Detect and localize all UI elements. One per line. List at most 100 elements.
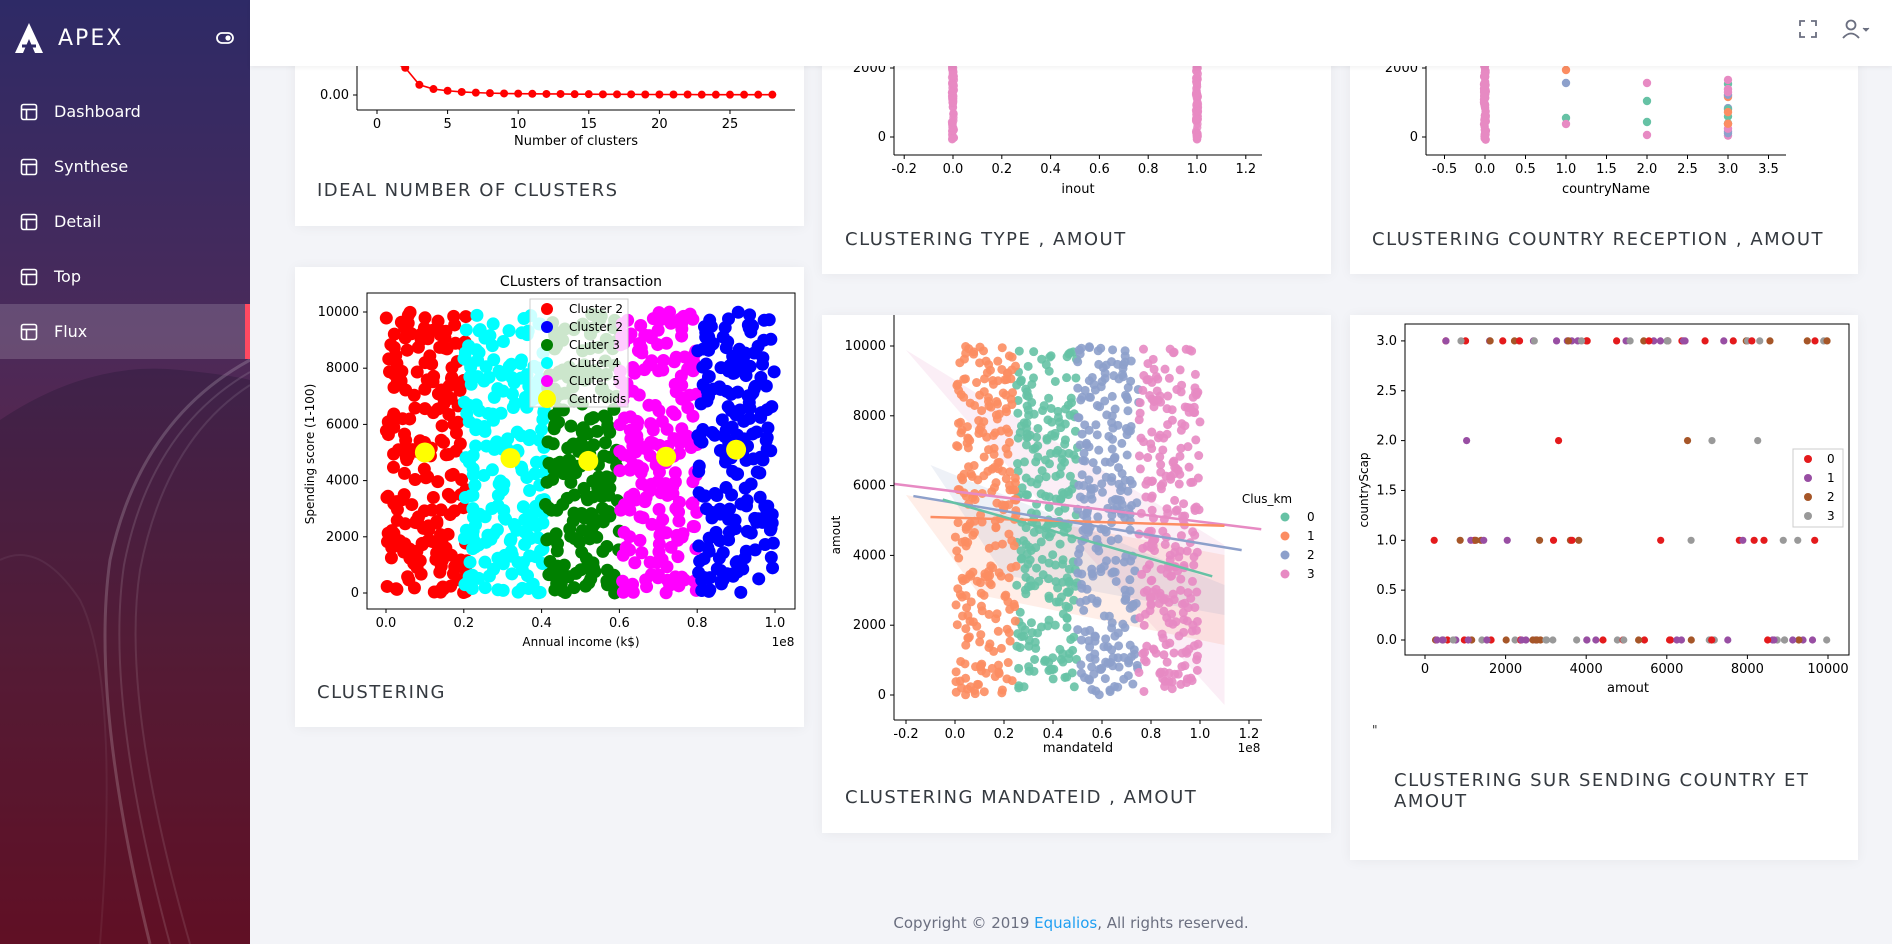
card-title: CLUSTERING (317, 682, 446, 703)
brand[interactable]: APEX (14, 20, 123, 56)
data-point (1045, 664, 1055, 674)
data-point (478, 581, 492, 595)
data-point (1060, 457, 1070, 467)
axes: 0.0 0.2 0.4 0.6 0.8 1.0 10000 8000 6000 4000 2000 0 (318, 292, 796, 631)
data-point (951, 677, 961, 687)
data-point (1442, 337, 1450, 345)
data-point (1189, 560, 1199, 570)
data-point (1160, 364, 1170, 374)
data-point (965, 616, 975, 626)
data-point (959, 392, 969, 402)
data-point (587, 438, 601, 452)
data-point (1135, 408, 1145, 418)
data-point (435, 419, 449, 433)
data-point (702, 584, 716, 598)
data-point (1779, 536, 1787, 544)
data-point (1162, 404, 1172, 414)
x-tick-label: 20 (651, 117, 668, 132)
data-point (446, 467, 460, 481)
data-point (1045, 352, 1055, 362)
y-tick-label: 6000 (853, 479, 886, 494)
sidebar-toggle-icon[interactable] (216, 31, 234, 45)
x-tick-label: 3.0 (1718, 162, 1739, 177)
data-point (1179, 499, 1189, 509)
sidebar-item-dashboard[interactable]: Dashboard (0, 84, 250, 139)
expand-icon[interactable] (1797, 18, 1819, 40)
data-point (599, 474, 613, 488)
data-point (724, 387, 738, 401)
sidebar-item-synthese[interactable]: Synthese (0, 139, 250, 194)
sidebar-item-top[interactable]: Top (0, 249, 250, 304)
data-point (1101, 634, 1111, 644)
data-point (627, 487, 641, 501)
y-tick-label: 8000 (853, 409, 886, 424)
card-title: CLUSTERING COUNTRY RECEPTION , AMOUT (1372, 229, 1825, 250)
x-tick-label: 0.0 (376, 616, 397, 631)
x-tick-label: 0.6 (609, 616, 630, 631)
data-point (1077, 470, 1087, 480)
data-point (1599, 636, 1607, 644)
user-icon[interactable] (1842, 18, 1872, 40)
data-point (984, 445, 994, 455)
legend-label: 0 (1307, 510, 1315, 524)
data-point (1708, 437, 1716, 445)
data-point (390, 513, 404, 527)
data-point (1188, 527, 1198, 537)
data-point (765, 508, 779, 522)
data-point (469, 398, 483, 412)
data-point (1683, 437, 1692, 445)
data-point (567, 488, 581, 502)
data-point (550, 503, 564, 517)
data-point (1096, 382, 1106, 392)
data-point (969, 347, 979, 357)
x-tick-label: 1.2 (1239, 727, 1260, 742)
data-point (479, 439, 493, 453)
data-point (416, 521, 430, 535)
clusters-transaction-chart: CLusters of transaction 0.0 0.2 0.4 0.6 0.8 1.… (295, 267, 804, 657)
data-point (756, 351, 770, 365)
data-point (948, 83, 957, 93)
data-point (1069, 450, 1079, 460)
sidebar-item-detail[interactable]: Detail (0, 194, 250, 249)
data-point (1575, 536, 1583, 544)
x-axis-label: amout (1607, 681, 1649, 696)
data-point (1051, 560, 1061, 570)
data-point (710, 488, 724, 502)
data-point (414, 567, 428, 581)
data-point (638, 328, 652, 342)
data-point (418, 311, 432, 325)
data-point (1059, 489, 1069, 499)
data-point (1065, 471, 1075, 481)
data-point (1079, 605, 1089, 615)
data-point (750, 425, 764, 439)
footer-company-link[interactable]: Equalios (1034, 914, 1098, 932)
data-point (1687, 536, 1695, 544)
data-point (1064, 654, 1074, 664)
data-point (1182, 616, 1192, 626)
data-point (1062, 352, 1072, 362)
sidebar-item-flux[interactable]: Flux (0, 304, 250, 359)
y-tick-label: 0.5 (1376, 583, 1397, 598)
data-point (457, 352, 471, 366)
data-point (641, 90, 650, 99)
data-point (1085, 642, 1095, 652)
data-point (575, 524, 589, 538)
y-tick-label: 4000 (853, 548, 886, 563)
data-point (1149, 644, 1159, 654)
data-point (528, 89, 537, 98)
data-point (1499, 337, 1507, 345)
data-point (430, 514, 444, 528)
data-point (478, 331, 492, 345)
data-point (1577, 337, 1586, 345)
data-point (1014, 663, 1024, 673)
data-point (750, 465, 764, 479)
data-point (464, 489, 478, 503)
data-point (1123, 671, 1133, 681)
regression-line (893, 482, 1262, 531)
data-point (1613, 636, 1621, 644)
data-point (1467, 536, 1475, 544)
data-point (1085, 625, 1095, 635)
data-point (1031, 457, 1041, 467)
data-point (1640, 636, 1649, 644)
data-point (1038, 406, 1048, 416)
